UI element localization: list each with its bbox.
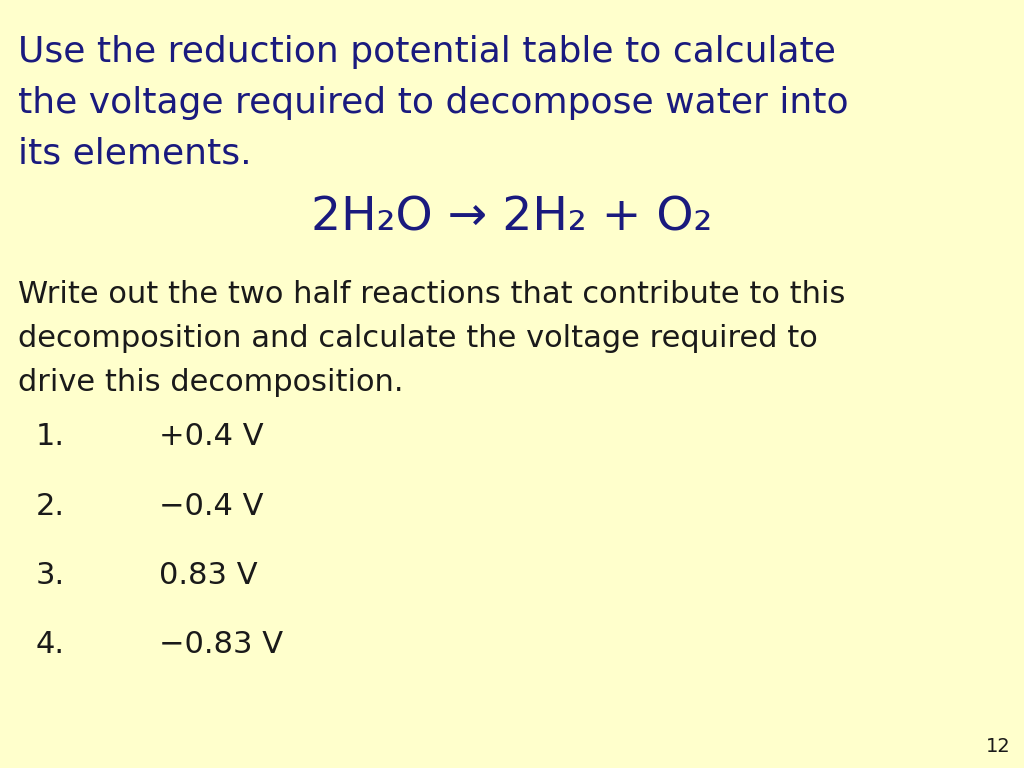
Text: its elements.: its elements.: [18, 137, 252, 170]
Text: Write out the two half reactions that contribute to this: Write out the two half reactions that co…: [18, 280, 846, 310]
Text: 2.: 2.: [36, 492, 65, 521]
Text: decomposition and calculate the voltage required to: decomposition and calculate the voltage …: [18, 324, 818, 353]
Text: −0.83 V: −0.83 V: [159, 630, 283, 659]
Text: 3.: 3.: [36, 561, 65, 590]
Text: +0.4 V: +0.4 V: [159, 422, 263, 452]
Text: 1.: 1.: [36, 422, 65, 452]
Text: 12: 12: [986, 737, 1011, 756]
Text: −0.4 V: −0.4 V: [159, 492, 263, 521]
Text: 4.: 4.: [36, 630, 65, 659]
Text: 0.83 V: 0.83 V: [159, 561, 257, 590]
Text: 2H₂O → 2H₂ + O₂: 2H₂O → 2H₂ + O₂: [311, 196, 713, 241]
Text: drive this decomposition.: drive this decomposition.: [18, 368, 403, 397]
Text: the voltage required to decompose water into: the voltage required to decompose water …: [18, 86, 849, 120]
Text: Use the reduction potential table to calculate: Use the reduction potential table to cal…: [18, 35, 837, 68]
